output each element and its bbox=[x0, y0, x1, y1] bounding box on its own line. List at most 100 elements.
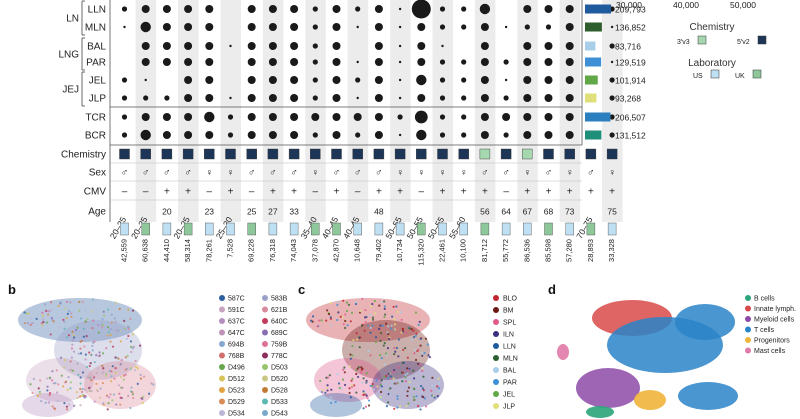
size-dot bbox=[544, 76, 553, 84]
umap-b-point bbox=[119, 396, 122, 399]
umap-b-point bbox=[76, 396, 79, 400]
umap-c-point bbox=[394, 350, 397, 353]
umap-b-point bbox=[102, 402, 105, 405]
umap-b-point bbox=[54, 382, 57, 385]
umap-c-point bbox=[421, 369, 424, 372]
legend-label: 637C bbox=[228, 319, 245, 326]
chemistry-square bbox=[246, 148, 257, 160]
umap-b-point bbox=[127, 325, 130, 328]
umap-b-point bbox=[79, 395, 82, 398]
umap-c-point bbox=[327, 313, 331, 316]
size-dot bbox=[205, 94, 214, 102]
umap-b-point bbox=[79, 317, 82, 320]
umap-b-point bbox=[131, 347, 134, 350]
umap-c-point bbox=[380, 300, 383, 304]
umap-c-point bbox=[353, 384, 356, 387]
umap-c-point bbox=[383, 342, 386, 345]
umap-b-point bbox=[51, 318, 54, 321]
umap-c-point bbox=[415, 332, 418, 335]
laboratory-square bbox=[226, 222, 235, 236]
laboratory-legend-title: Laboratory bbox=[688, 58, 736, 69]
size-dot bbox=[290, 42, 299, 50]
umap-c-cluster bbox=[314, 358, 382, 402]
chemistry-legend-label: 3′v3 bbox=[677, 39, 690, 46]
laboratory-square bbox=[607, 222, 617, 236]
umap-c-point bbox=[362, 377, 365, 380]
legend-label: LLN bbox=[503, 344, 516, 351]
umap-b-point bbox=[93, 400, 96, 403]
count-bar bbox=[585, 130, 602, 140]
umap-c-point bbox=[395, 305, 398, 308]
umap-c-point bbox=[385, 374, 388, 378]
size-dot bbox=[204, 111, 215, 123]
umap-c-point bbox=[406, 372, 409, 375]
size-dot bbox=[141, 113, 150, 121]
legend-dot bbox=[493, 307, 499, 313]
umap-b-point bbox=[83, 345, 86, 348]
legend-dot bbox=[493, 403, 499, 409]
umap-c-point bbox=[430, 389, 433, 392]
legend-dot bbox=[745, 326, 751, 333]
umap-d-cluster bbox=[557, 344, 569, 360]
legend-dot bbox=[219, 375, 225, 382]
size-dot bbox=[290, 76, 299, 84]
legend-dot bbox=[493, 355, 499, 361]
legend-dot bbox=[745, 295, 751, 301]
umap-b-point bbox=[119, 375, 123, 379]
umap-b-point bbox=[124, 368, 128, 371]
umap-c-point bbox=[387, 325, 390, 328]
umap-c-point bbox=[380, 385, 384, 388]
cmv-status: + bbox=[397, 187, 403, 198]
size-dot bbox=[565, 131, 574, 139]
umap-c-point bbox=[367, 349, 370, 353]
legend-label: 689C bbox=[271, 330, 288, 337]
umap-c-point bbox=[391, 315, 394, 318]
row-label: JLP bbox=[89, 94, 107, 105]
donor-cell-count: 44,410 bbox=[162, 239, 171, 262]
umap-b-point bbox=[142, 395, 145, 398]
umap-c-point bbox=[393, 353, 396, 356]
meta-label: CMV bbox=[84, 187, 107, 198]
chemistry-square bbox=[225, 148, 236, 160]
group-label: JEJ bbox=[62, 85, 79, 96]
umap-c-point bbox=[380, 379, 383, 382]
cmv-status: + bbox=[164, 187, 170, 198]
panel-letter-d: d bbox=[548, 282, 556, 297]
cmv-status: + bbox=[228, 187, 234, 198]
sex-symbol: ♀ bbox=[227, 168, 235, 179]
cmv-status: – bbox=[419, 187, 425, 198]
umap-b-point bbox=[38, 392, 42, 395]
size-dot bbox=[461, 95, 467, 101]
size-dot bbox=[162, 42, 171, 50]
column-band bbox=[474, 0, 496, 222]
chemistry-legend-title: Chemistry bbox=[689, 22, 734, 33]
legend-dot bbox=[219, 352, 225, 359]
chemistry-square bbox=[416, 148, 427, 160]
umap-b-point bbox=[48, 391, 52, 395]
umap-b-point bbox=[55, 391, 59, 394]
umap-b-point bbox=[27, 312, 30, 315]
umap-b-point bbox=[29, 383, 32, 386]
umap-b-point bbox=[70, 356, 74, 359]
size-dot bbox=[268, 131, 277, 139]
umap-b-point bbox=[109, 333, 112, 337]
umap-b-point bbox=[142, 375, 146, 378]
umap-c-point bbox=[382, 344, 385, 347]
umap-b-point bbox=[119, 363, 122, 366]
umap-c-point bbox=[369, 384, 372, 387]
umap-c-point bbox=[348, 387, 351, 390]
umap-b-point bbox=[23, 311, 26, 314]
umap-c-point bbox=[320, 319, 323, 322]
size-dot bbox=[610, 25, 614, 29]
umap-c-point bbox=[321, 389, 324, 392]
umap-d-cluster bbox=[576, 368, 640, 408]
count-label: 131,512 bbox=[615, 131, 646, 141]
donor-cell-count: 42,559 bbox=[120, 239, 129, 262]
size-dot bbox=[461, 77, 467, 83]
column-band bbox=[432, 0, 453, 222]
size-dot bbox=[374, 94, 383, 102]
legend-dot bbox=[493, 379, 499, 385]
size-dot bbox=[503, 59, 509, 65]
umap-b-point bbox=[141, 401, 144, 405]
size-dot bbox=[268, 76, 277, 84]
